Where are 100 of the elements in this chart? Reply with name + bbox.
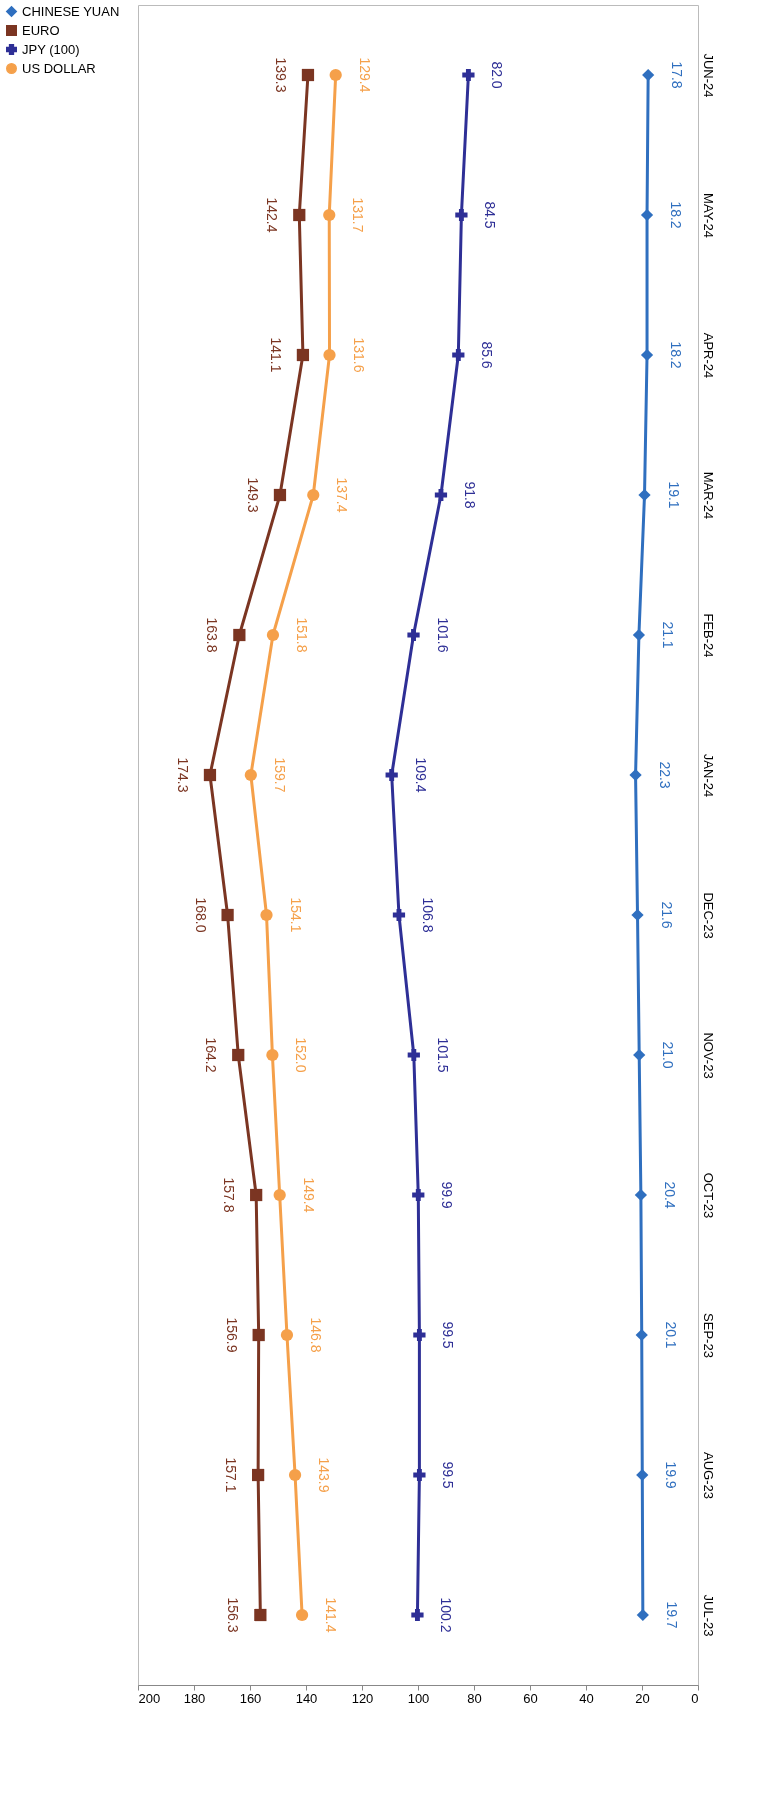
point bbox=[413, 1468, 426, 1482]
data-label: 18.2 bbox=[668, 341, 685, 369]
data-label: 100.2 bbox=[438, 1597, 455, 1633]
data-label: 84.5 bbox=[482, 201, 499, 229]
point bbox=[411, 1608, 424, 1622]
point bbox=[385, 768, 398, 782]
point bbox=[633, 1048, 646, 1062]
point bbox=[636, 1608, 649, 1622]
point bbox=[244, 768, 257, 782]
point bbox=[250, 1188, 263, 1202]
point bbox=[638, 488, 651, 502]
data-label: 106.8 bbox=[419, 897, 436, 933]
y-tick-label: JUL-23 bbox=[700, 1594, 716, 1637]
data-label: 19.9 bbox=[663, 1461, 680, 1489]
data-label: 159.7 bbox=[271, 757, 288, 793]
point bbox=[252, 1468, 265, 1482]
data-label: 101.5 bbox=[434, 1037, 451, 1073]
data-label: 174.3 bbox=[174, 757, 191, 793]
data-label: 99.9 bbox=[439, 1181, 456, 1209]
x-tick-label: 60 bbox=[523, 1690, 538, 1706]
point bbox=[323, 208, 336, 222]
data-label: 164.2 bbox=[203, 1037, 220, 1073]
point bbox=[260, 908, 273, 922]
data-label: 157.1 bbox=[223, 1457, 240, 1493]
data-label: 21.6 bbox=[658, 901, 675, 929]
point bbox=[288, 1468, 302, 1482]
x-tick-label: 0 bbox=[691, 1690, 699, 1706]
y-tick-label: DEC-23 bbox=[700, 892, 716, 939]
point bbox=[635, 1328, 648, 1342]
data-label: 129.4 bbox=[356, 57, 373, 93]
y-tick-label: JUN-24 bbox=[700, 53, 716, 98]
data-label: 99.5 bbox=[440, 1321, 457, 1349]
point bbox=[413, 1328, 426, 1342]
x-tick-label: 80 bbox=[467, 1690, 482, 1706]
x-tick-label: 40 bbox=[579, 1690, 594, 1706]
point bbox=[221, 908, 234, 922]
point bbox=[266, 628, 280, 642]
point bbox=[273, 488, 287, 502]
point bbox=[252, 1328, 265, 1342]
data-label: 21.1 bbox=[659, 621, 676, 649]
data-label: 154.1 bbox=[287, 897, 304, 933]
point bbox=[329, 68, 342, 82]
y-tick-label: FEB-24 bbox=[700, 613, 716, 658]
data-label: 20.1 bbox=[662, 1321, 679, 1349]
x-tick-label: 160 bbox=[239, 1690, 262, 1706]
y-tick-label: SEP-23 bbox=[700, 1313, 716, 1358]
data-label: 85.6 bbox=[479, 341, 496, 369]
data-label: 21.0 bbox=[660, 1041, 677, 1069]
point bbox=[629, 768, 642, 782]
y-tick-label: MAY-24 bbox=[700, 193, 716, 238]
point bbox=[640, 208, 654, 222]
data-label: 152.0 bbox=[293, 1037, 310, 1073]
point bbox=[307, 488, 320, 502]
data-label: 91.8 bbox=[461, 481, 478, 509]
data-label: 82.0 bbox=[489, 61, 506, 89]
y-tick-label: JAN-24 bbox=[700, 753, 716, 798]
data-label: 139.3 bbox=[272, 57, 289, 93]
legend-label: US DOLLAR bbox=[22, 60, 96, 76]
y-tick-label: APR-24 bbox=[700, 332, 716, 379]
point bbox=[642, 68, 655, 82]
point bbox=[301, 68, 315, 82]
data-label: 157.8 bbox=[221, 1177, 238, 1213]
data-label: 131.7 bbox=[350, 197, 367, 233]
point bbox=[634, 1188, 647, 1202]
point bbox=[232, 1048, 245, 1062]
point bbox=[203, 768, 217, 782]
data-label: 142.4 bbox=[264, 197, 281, 233]
point bbox=[631, 908, 644, 922]
data-label: 156.3 bbox=[225, 1597, 242, 1633]
x-tick-label: 200 bbox=[138, 1690, 161, 1706]
point bbox=[323, 348, 336, 362]
data-label: 149.3 bbox=[244, 477, 261, 513]
x-tick-label: 140 bbox=[295, 1690, 318, 1706]
data-label: 99.5 bbox=[440, 1461, 457, 1489]
data-label: 18.2 bbox=[668, 201, 685, 229]
legend-label: EURO bbox=[22, 22, 60, 38]
point bbox=[273, 1188, 286, 1202]
data-label: 143.9 bbox=[316, 1457, 333, 1493]
data-label: 141.1 bbox=[267, 337, 284, 373]
point bbox=[266, 1048, 279, 1062]
point bbox=[407, 628, 420, 642]
data-label: 109.4 bbox=[412, 757, 429, 793]
data-label: 163.8 bbox=[204, 617, 221, 653]
data-label: 151.8 bbox=[293, 617, 310, 653]
data-label: 156.9 bbox=[223, 1317, 240, 1353]
data-label: 131.6 bbox=[350, 337, 367, 373]
data-label: 141.4 bbox=[323, 1597, 340, 1633]
data-label: 137.4 bbox=[334, 477, 351, 513]
y-tick-label: NOV-23 bbox=[700, 1032, 716, 1079]
point bbox=[640, 348, 654, 362]
y-tick-label: AUG-23 bbox=[700, 1452, 716, 1499]
point bbox=[452, 348, 465, 362]
point bbox=[636, 1468, 649, 1482]
data-label: 17.8 bbox=[669, 61, 686, 89]
y-tick-label: OCT-23 bbox=[700, 1172, 716, 1219]
point bbox=[295, 1608, 309, 1622]
point bbox=[233, 628, 246, 642]
data-label: 19.7 bbox=[663, 1601, 680, 1629]
y-tick-label: MAR-24 bbox=[700, 471, 716, 520]
point bbox=[462, 68, 475, 82]
